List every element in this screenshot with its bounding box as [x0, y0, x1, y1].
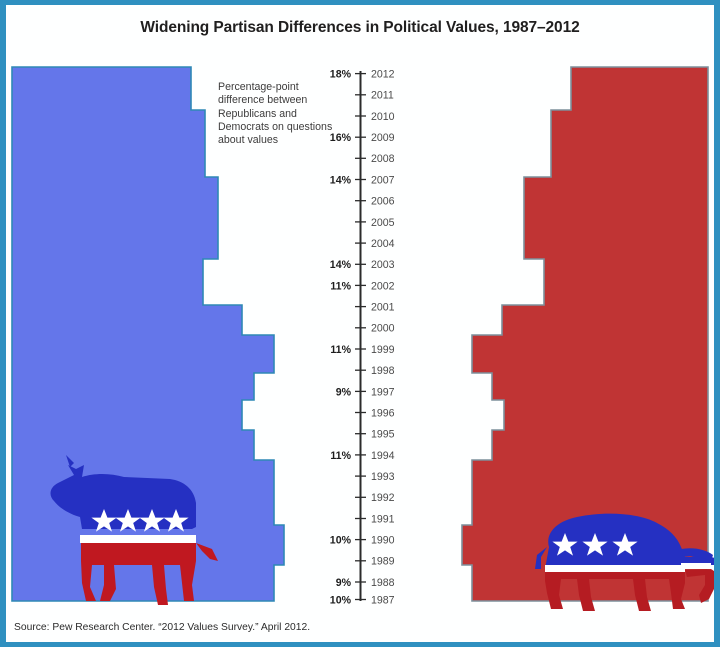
axis-year-label: 1996 [371, 407, 395, 419]
axis-year-label: 2004 [371, 238, 395, 250]
axis-value-label: 10% [330, 535, 352, 547]
democratic-donkey-logo [50, 455, 218, 605]
axis-value-label: 16% [330, 132, 352, 144]
axis-value-label: 11% [330, 280, 351, 292]
elephant-trunk-white-stripe [681, 563, 711, 569]
chart-caption: Percentage-point difference between Repu… [218, 81, 333, 147]
donkey-legs [81, 543, 196, 605]
axis-year-label: 2007 [371, 174, 395, 186]
donkey-body-upper [50, 465, 196, 529]
source-note: Source: Pew Research Center. “2012 Value… [14, 622, 311, 633]
axis-year-label: 1987 [371, 594, 395, 606]
axis-year-label: 1998 [371, 365, 395, 377]
axis-value-label: 9% [336, 577, 352, 589]
elephant-stars [552, 533, 638, 556]
donkey-ear [66, 455, 74, 467]
elephant-trunk-lower [685, 569, 714, 603]
axis-year-label: 2009 [371, 132, 395, 144]
elephant-legs [545, 572, 685, 611]
page-title: Widening Partisan Differences in Politic… [140, 19, 580, 36]
axis-value-label: 10% [330, 594, 352, 606]
axis-year-label: 1988 [371, 577, 395, 589]
axis-year-label: 1992 [371, 492, 395, 504]
axis-year-label: 2005 [371, 217, 395, 229]
axis-value-label: 14% [330, 174, 352, 186]
axis-year-labels: 2012 2011 2010 2009 2008 2007 2006 2005 … [371, 69, 395, 607]
axis-year-label: 2003 [371, 259, 395, 271]
axis-value-labels: 18% 16% 14% 14% 11% 11% 9% 11% [330, 69, 352, 607]
axis-value-label: 14% [330, 259, 352, 271]
donkey-tail [196, 543, 218, 561]
republican-elephant-logo [535, 513, 714, 611]
axis-year-label: 1999 [371, 344, 395, 356]
axis-year-label: 1995 [371, 429, 395, 441]
axis-year-label: 1994 [371, 450, 395, 462]
axis-year-label: 1989 [371, 556, 395, 568]
elephant-white-stripe [545, 565, 685, 572]
infographic-canvas: Widening Partisan Differences in Politic… [6, 5, 714, 642]
axis-year-label: 2008 [371, 153, 395, 165]
republican-area-shape [461, 66, 709, 602]
axis-value-label: 11% [330, 344, 351, 356]
axis-value-label: 11% [330, 450, 351, 462]
axis-year-label: 1991 [371, 513, 395, 525]
donkey-stars [91, 509, 189, 532]
elephant-trunk-upper [681, 548, 713, 561]
axis-year-label: 2001 [371, 302, 395, 314]
axis-year-label: 2006 [371, 196, 395, 208]
axis-value-label: 9% [336, 386, 352, 398]
axis-year-label: 1993 [371, 471, 395, 483]
axis-value-label: 18% [330, 69, 352, 81]
axis-year-label: 2012 [371, 69, 395, 81]
axis-year-label: 2000 [371, 323, 395, 335]
axis-year-label: 1997 [371, 386, 395, 398]
axis-year-label: 2010 [371, 111, 395, 123]
donkey-white-stripe [80, 535, 196, 543]
elephant-tail [535, 547, 547, 569]
axis-year-label: 1990 [371, 535, 395, 547]
axis-year-label: 2002 [371, 280, 395, 292]
axis-year-label: 2011 [371, 90, 394, 102]
partisan-difference-chart: 2012 2011 2010 2009 2008 2007 2006 2005 … [11, 66, 714, 611]
axis-ticks [355, 72, 366, 601]
